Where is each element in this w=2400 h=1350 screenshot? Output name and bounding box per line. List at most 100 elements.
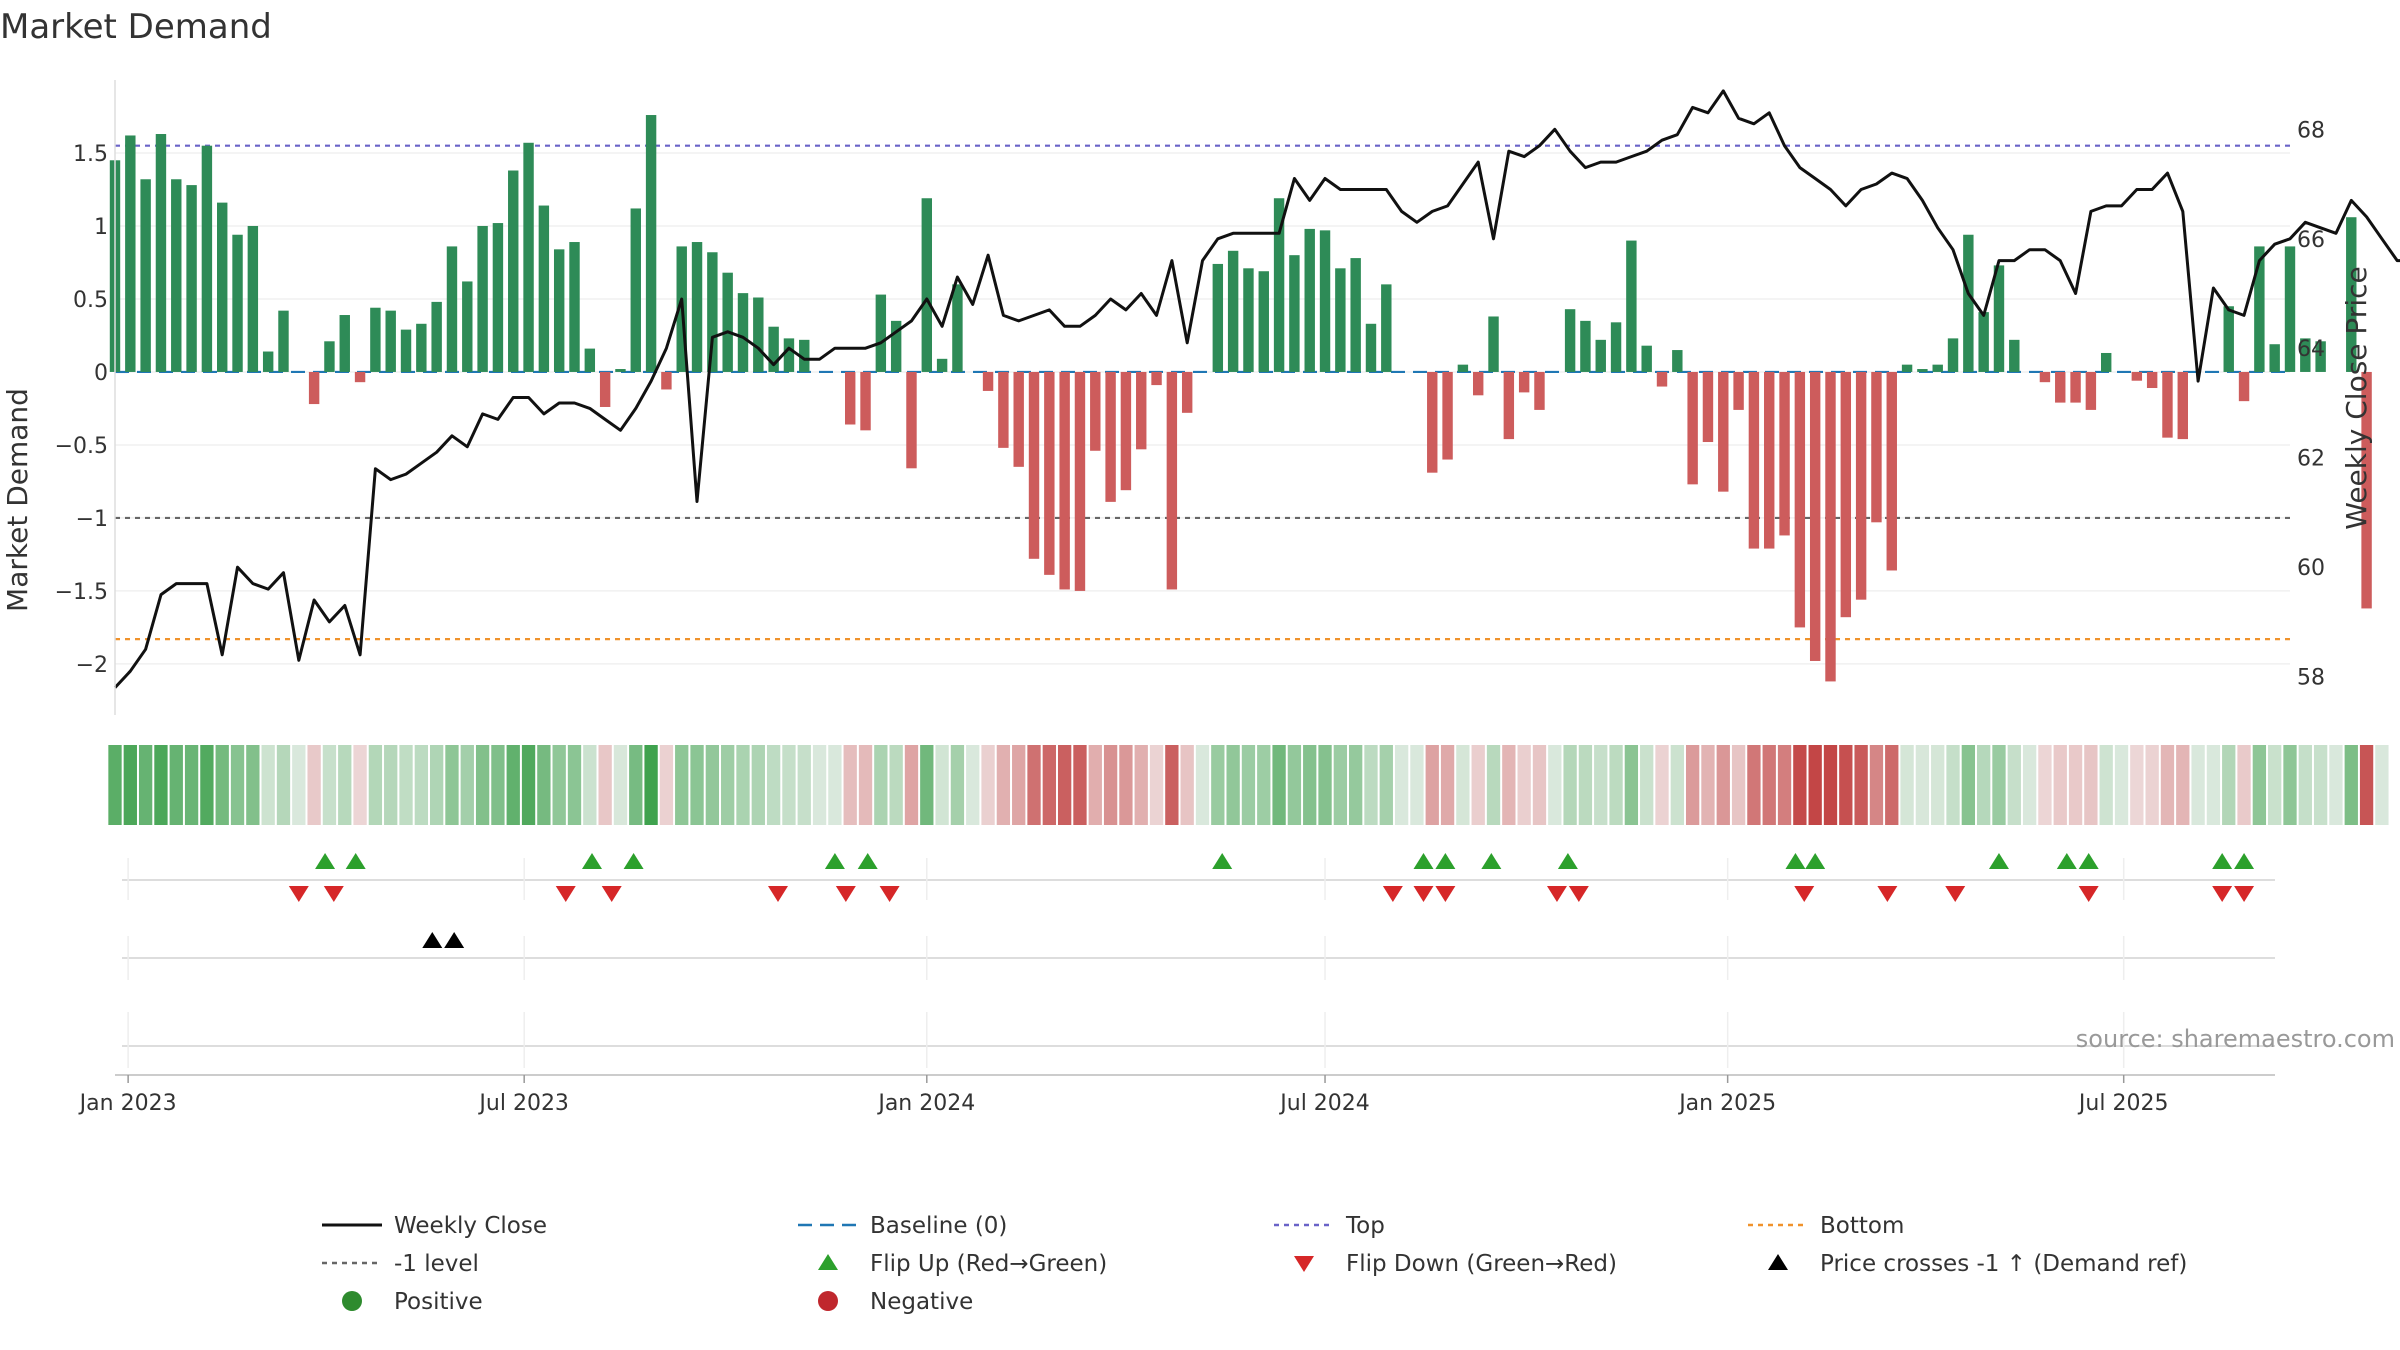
heat-cell — [138, 745, 153, 825]
heat-cell — [2099, 745, 2113, 825]
heat-cell — [721, 745, 735, 825]
heat-cell — [889, 745, 903, 825]
demand-bar — [339, 315, 350, 372]
demand-bar — [1151, 371, 1162, 386]
flip-down-marker — [1794, 886, 1815, 902]
flip-up-marker — [345, 853, 366, 869]
y-axis-right-title: Weekly Close Price — [2340, 266, 2373, 529]
demand-bar — [140, 179, 151, 372]
demand-bar — [446, 246, 458, 372]
x-tick-label: Jan 2024 — [876, 1091, 975, 1116]
demand-bar — [247, 225, 259, 372]
demand-bar — [707, 252, 718, 372]
heat-cell — [1333, 745, 1348, 825]
demand-bar — [538, 205, 550, 372]
demand-bar — [1672, 350, 1683, 372]
demand-bar — [2284, 246, 2296, 372]
legend-swatch — [342, 1291, 362, 1311]
heat-cell — [1287, 745, 1302, 825]
demand-bar — [860, 371, 871, 431]
y-right-tick-label: 62 — [2297, 447, 2325, 472]
flip-down-marker — [1945, 886, 1966, 902]
demand-bar — [1656, 371, 1668, 387]
heat-cell — [1379, 745, 1393, 825]
x-tick-label: Jan 2025 — [1677, 1091, 1776, 1116]
heat-cell — [429, 745, 444, 825]
demand-bar — [553, 249, 565, 372]
flip-down-marker — [1546, 886, 1567, 902]
demand-bar — [1764, 371, 1775, 549]
demand-bar — [2254, 246, 2265, 372]
price-cross-marker — [444, 932, 465, 948]
demand-bar — [1748, 371, 1760, 549]
demand-bar — [1794, 371, 1806, 628]
demand-bar — [308, 371, 320, 405]
flip-down-marker — [601, 886, 622, 902]
demand-bar — [1626, 240, 1637, 372]
heat-cell — [2206, 745, 2221, 825]
heat-cell — [1226, 745, 1240, 825]
heat-cell — [1425, 745, 1439, 825]
heat-cell — [950, 745, 965, 825]
heat-cell — [1854, 745, 1868, 825]
demand-bar — [155, 134, 167, 372]
demand-bar — [615, 369, 626, 372]
demand-bar — [1917, 369, 1928, 372]
heat-cell — [874, 745, 888, 825]
demand-bar — [906, 371, 917, 469]
flip-up-marker — [1805, 853, 1826, 869]
demand-bar — [2039, 371, 2051, 383]
demand-heat-strip — [108, 745, 2389, 825]
demand-bar — [1166, 371, 1178, 590]
flip-down-marker — [1877, 886, 1898, 902]
demand-bar — [2070, 371, 2081, 403]
heat-cell — [2130, 745, 2144, 825]
demand-bar — [508, 170, 519, 372]
heat-cell — [1731, 745, 1746, 825]
demand-bar — [1227, 250, 1239, 372]
heat-cell — [2114, 745, 2129, 825]
demand-bar — [1381, 284, 1392, 372]
heat-cell — [1364, 745, 1378, 825]
heat-cell — [1440, 745, 1455, 825]
legend-label: Flip Up (Red→Green) — [870, 1251, 1107, 1277]
y-left-tick-label: −0.5 — [55, 434, 108, 459]
heat-cell — [506, 745, 520, 825]
chart-title: Market Demand — [0, 7, 272, 47]
legend: Weekly Close Baseline (0) Top Bottom -1 leve… — [322, 1213, 2187, 1315]
demand-bar — [217, 202, 228, 372]
demand-bar — [1855, 371, 1867, 600]
heat-cell — [659, 745, 674, 825]
demand-bar — [2300, 338, 2311, 372]
heat-cell — [1762, 745, 1776, 825]
y-right-tick-label: 64 — [2297, 337, 2325, 362]
demand-bar — [1610, 322, 1622, 372]
heat-cell — [843, 745, 857, 825]
demand-bar — [1825, 371, 1836, 682]
heat-cell — [552, 745, 566, 825]
heat-cell — [2007, 745, 2021, 825]
reference-lines — [115, 144, 2290, 641]
demand-bar — [1932, 364, 1943, 372]
heat-cell — [246, 745, 260, 825]
heat-cell — [1149, 745, 1164, 825]
demand-bar — [1212, 263, 1224, 372]
heat-cell — [1946, 745, 1960, 825]
flip-up-marker — [1212, 853, 1233, 869]
flip-up-marker — [1988, 853, 2009, 869]
demand-bar — [1120, 371, 1132, 491]
demand-bar — [278, 310, 289, 372]
demand-bars — [109, 115, 2372, 682]
heat-cell — [1103, 745, 1118, 825]
heat-cell — [414, 745, 428, 825]
flip-up-marker — [1435, 853, 1456, 869]
demand-bar — [1840, 371, 1852, 618]
demand-bar — [2055, 371, 2066, 403]
heat-cell — [797, 745, 811, 825]
y-right-tick-label: 66 — [2297, 228, 2325, 253]
demand-bar — [1028, 371, 1040, 559]
heat-cell — [184, 745, 199, 825]
heat-cell — [2084, 745, 2098, 825]
demand-bar — [462, 281, 473, 372]
legend-label: Negative — [870, 1289, 973, 1315]
